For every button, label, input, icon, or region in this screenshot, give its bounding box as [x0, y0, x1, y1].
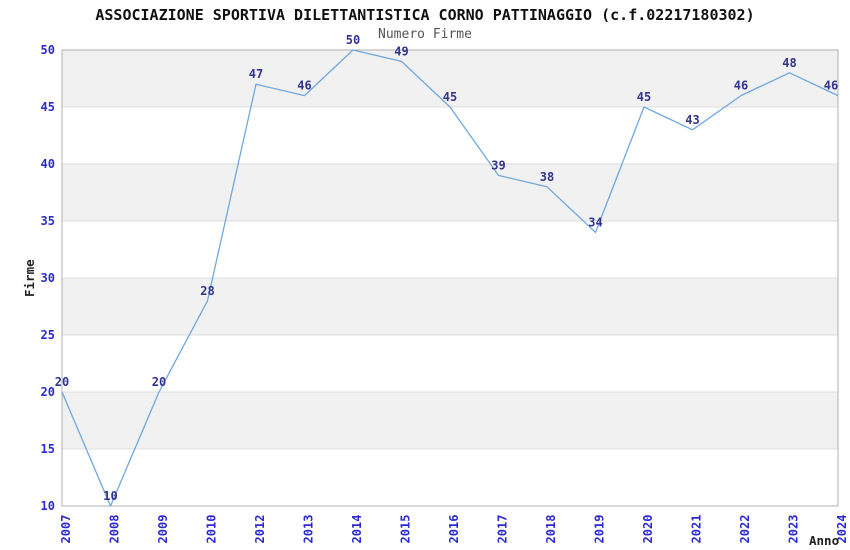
plot-border	[61, 49, 839, 507]
x-tick-label: 2012	[253, 515, 267, 544]
plot-band-gray	[62, 164, 838, 221]
chart-subtitle: Numero Firme	[378, 27, 472, 42]
plot-band-white	[62, 335, 838, 392]
y-axis-title: Firme	[22, 259, 37, 297]
x-tick-label: 2018	[544, 515, 558, 544]
data-point-label: 50	[346, 33, 360, 47]
data-point-label: 49	[394, 44, 408, 58]
x-tick-label: 2016	[447, 515, 461, 544]
plot-band-gray	[62, 50, 838, 107]
x-tick-label: 2017	[496, 515, 510, 544]
x-tick-label: 2024	[835, 515, 849, 544]
data-point-label: 10	[103, 489, 117, 503]
data-point-label: 34	[588, 215, 602, 229]
plot-band-white	[62, 107, 838, 164]
data-point-label: 46	[824, 79, 838, 93]
plot-band-white	[62, 221, 838, 278]
y-tick-label: 50	[41, 43, 55, 57]
y-tick-label: 40	[41, 157, 55, 171]
x-tick-label: 2013	[302, 515, 316, 544]
y-tick-label: 45	[41, 100, 55, 114]
x-axis-title: Anno	[809, 533, 840, 548]
x-tick-label: 2019	[593, 515, 607, 544]
data-point-label: 38	[540, 170, 554, 184]
y-tick-label: 35	[41, 214, 55, 228]
x-tick-label: 2021	[690, 515, 704, 544]
data-point-label: 46	[297, 79, 311, 93]
data-point-label: 45	[443, 90, 457, 104]
data-point-label: 43	[685, 113, 699, 127]
data-point-label: 47	[249, 67, 263, 81]
x-tick-label: 2022	[738, 515, 752, 544]
x-tick-label: 2015	[399, 515, 413, 544]
y-tick-label: 20	[41, 385, 55, 399]
y-tick-label: 10	[41, 499, 55, 513]
y-tick-label: 15	[41, 442, 55, 456]
data-line	[61, 49, 839, 507]
plot-band-white	[62, 449, 838, 506]
data-point-label: 20	[55, 375, 69, 389]
y-tick-label: 30	[41, 271, 55, 285]
data-point-label: 39	[491, 158, 505, 172]
chart-title: ASSOCIAZIONE SPORTIVA DILETTANTISTICA CO…	[95, 6, 755, 24]
x-tick-label: 2007	[59, 515, 73, 544]
x-tick-label: 2010	[205, 515, 219, 544]
x-tick-label: 2023	[787, 515, 801, 544]
data-point-label: 28	[200, 284, 214, 298]
data-point-label: 45	[637, 90, 651, 104]
data-point-label: 48	[782, 56, 796, 70]
data-point-label: 46	[734, 79, 748, 93]
x-tick-label: 2020	[641, 515, 655, 544]
x-tick-label: 2008	[108, 515, 122, 544]
data-point-label: 20	[152, 375, 166, 389]
y-tick-label: 25	[41, 328, 55, 342]
plot-band-gray	[62, 278, 838, 335]
plot-band-gray	[62, 392, 838, 449]
x-tick-label: 2014	[350, 515, 364, 544]
x-tick-label: 2009	[156, 515, 170, 544]
